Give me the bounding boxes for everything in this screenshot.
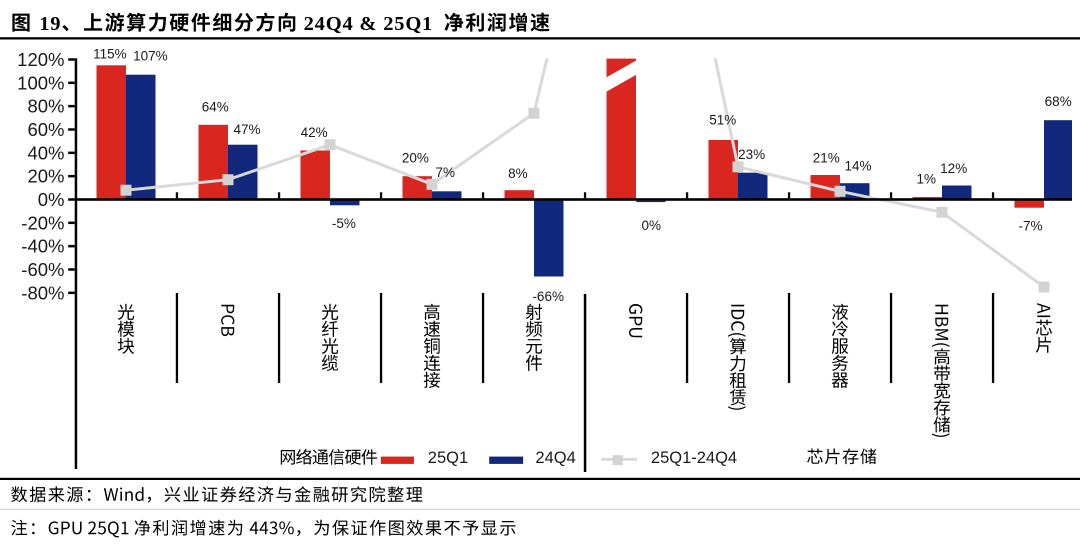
svg-text:40%: 40% bbox=[27, 142, 64, 163]
svg-text:80%: 80% bbox=[27, 96, 64, 117]
svg-text:115%: 115% bbox=[93, 47, 127, 62]
svg-text:-7%: -7% bbox=[1018, 219, 1042, 234]
svg-text:0%: 0% bbox=[38, 189, 65, 210]
svg-text:-5%: -5% bbox=[332, 216, 356, 231]
svg-text:8%: 8% bbox=[508, 166, 528, 181]
svg-text:47%: 47% bbox=[233, 122, 260, 137]
svg-text:-66%: -66% bbox=[532, 289, 564, 304]
svg-text:25Q1: 25Q1 bbox=[428, 449, 468, 467]
svg-text:-60%: -60% bbox=[21, 259, 64, 280]
svg-text:19: 19 bbox=[39, 13, 61, 35]
svg-text:64%: 64% bbox=[202, 100, 229, 115]
svg-text:25Q1-24Q4: 25Q1-24Q4 bbox=[651, 449, 737, 467]
svg-text:51%: 51% bbox=[709, 113, 736, 128]
svg-text:-20%: -20% bbox=[21, 212, 64, 233]
svg-text:24Q4: 24Q4 bbox=[535, 449, 575, 467]
svg-text:107%: 107% bbox=[133, 48, 168, 63]
svg-text:-80%: -80% bbox=[21, 282, 64, 303]
svg-text:12%: 12% bbox=[940, 161, 967, 176]
svg-text:42%: 42% bbox=[301, 125, 328, 140]
svg-text:60%: 60% bbox=[27, 119, 64, 140]
svg-text:20%: 20% bbox=[27, 166, 64, 187]
svg-text:23%: 23% bbox=[738, 147, 765, 162]
svg-text:21%: 21% bbox=[813, 150, 840, 165]
svg-text:7%: 7% bbox=[436, 165, 456, 180]
svg-text:20%: 20% bbox=[402, 150, 429, 165]
svg-text:14%: 14% bbox=[844, 158, 871, 173]
svg-text:68%: 68% bbox=[1045, 94, 1072, 109]
svg-text:-40%: -40% bbox=[21, 236, 64, 257]
svg-text:24Q4 & 25Q1: 24Q4 & 25Q1 bbox=[304, 13, 434, 35]
svg-text:100%: 100% bbox=[17, 72, 64, 93]
svg-text:0%: 0% bbox=[641, 218, 661, 233]
svg-text:1%: 1% bbox=[917, 171, 937, 186]
svg-text:120%: 120% bbox=[17, 49, 64, 70]
